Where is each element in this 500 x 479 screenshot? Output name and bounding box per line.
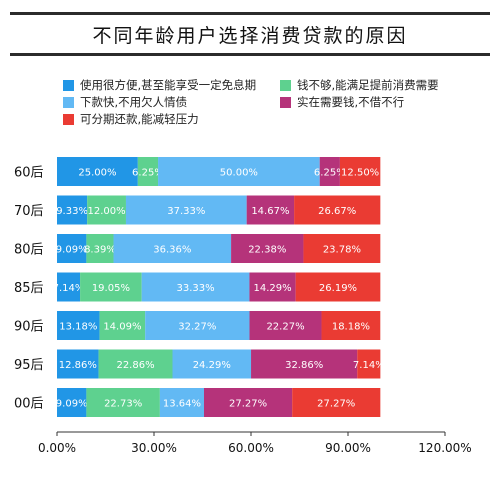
bar-segment — [319, 157, 340, 186]
data-label: 6.25% — [314, 168, 346, 179]
data-label: 26.67% — [318, 206, 356, 217]
bar-segment — [172, 349, 252, 379]
legend-label: 实在需要钱,不借不行 — [297, 95, 404, 109]
data-label: 12.86% — [59, 360, 97, 371]
chart-title: 不同年龄用户选择消费贷款的原因 — [92, 24, 408, 47]
bar-segment — [295, 272, 381, 302]
data-label: 33.33% — [176, 283, 214, 294]
bar-segment — [246, 195, 295, 225]
bar-segment — [57, 157, 138, 186]
data-label: 18.18% — [332, 322, 370, 333]
data-label: 22.86% — [116, 360, 154, 371]
bar-segment — [357, 349, 381, 379]
bar-segment — [251, 349, 358, 379]
bar-segment — [231, 234, 304, 263]
data-label: 9.33% — [56, 206, 88, 217]
data-label: 37.33% — [167, 206, 205, 217]
bar-segment — [158, 157, 320, 186]
data-label: 32.86% — [285, 360, 323, 371]
legend-swatch — [63, 97, 74, 108]
data-label: 27.27% — [229, 399, 267, 410]
x-tick-label: 60.00% — [228, 441, 274, 455]
bar-segment — [294, 195, 381, 225]
bar-segment — [303, 234, 381, 263]
legend-label: 可分期还款,能减轻压力 — [80, 112, 199, 126]
data-label: 22.73% — [104, 399, 142, 410]
bar-segment — [145, 311, 250, 340]
bar-segment — [339, 157, 381, 186]
data-label: 13.18% — [59, 322, 97, 333]
data-label: 7.14% — [353, 360, 385, 371]
category-label: 70后 — [14, 204, 44, 219]
bar-segment — [249, 272, 296, 302]
x-tick-label: 0.00% — [38, 441, 76, 455]
data-label: 12.50% — [341, 168, 379, 179]
bar-segment — [57, 311, 100, 340]
axes: 0.00% 30.00% 60.00% 90.00% 120.00% — [38, 431, 472, 455]
x-tick-label: 90.00% — [325, 441, 371, 455]
chart-title-bar: 不同年龄用户选择消费贷款的原因 — [10, 12, 490, 56]
bar-segment — [86, 388, 160, 417]
category-label: 60后 — [14, 166, 44, 181]
bar-segment — [57, 195, 88, 225]
x-tick-label: 30.00% — [131, 441, 177, 455]
data-label: 50.00% — [220, 168, 258, 179]
data-label: 14.09% — [103, 322, 141, 333]
bar-segment — [57, 349, 99, 379]
data-label: 23.78% — [323, 245, 361, 256]
category-label: 80后 — [14, 243, 44, 258]
bar-segment — [125, 195, 247, 225]
legend-swatch — [63, 80, 74, 91]
category-label: 90后 — [14, 320, 44, 335]
data-label: 6.25% — [132, 168, 164, 179]
bar-segment — [141, 272, 250, 302]
legend-label: 下款快,不用欠人情债 — [80, 95, 187, 109]
x-tick-label: 120.00% — [418, 441, 471, 455]
category-label: 00后 — [14, 397, 44, 412]
data-label: 26.19% — [319, 283, 357, 294]
data-label: 24.29% — [193, 360, 231, 371]
data-label: 8.39% — [84, 245, 116, 256]
data-label: 36.36% — [153, 245, 191, 256]
bar-segment — [98, 349, 173, 379]
bar-segment — [203, 388, 293, 417]
bar-segment — [159, 388, 204, 417]
bar-segment — [57, 388, 87, 417]
data-label: 22.27% — [266, 322, 304, 333]
data-label: 25.00% — [78, 168, 116, 179]
data-label: 14.29% — [253, 283, 291, 294]
data-label: 7.14% — [53, 283, 85, 294]
data-label: 32.27% — [178, 322, 216, 333]
legend-swatch — [280, 97, 291, 108]
bar-segment — [87, 195, 126, 225]
legend-swatch — [280, 80, 291, 91]
bar-segment — [292, 388, 381, 417]
data-label: 9.09% — [56, 399, 88, 410]
legend-label: 钱不够,能满足提前消费需要 — [297, 78, 439, 92]
data-label: 12.00% — [87, 206, 125, 217]
category-label: 95后 — [14, 358, 44, 373]
data-label: 22.38% — [248, 245, 286, 256]
category-label: 85后 — [14, 281, 44, 296]
data-label: 19.05% — [92, 283, 130, 294]
data-label: 13.64% — [163, 399, 201, 410]
data-label: 14.67% — [251, 206, 289, 217]
data-label: 9.09% — [56, 245, 88, 256]
bar-segment — [99, 311, 146, 340]
legend-label: 使用很方便,甚至能享受一定免息期 — [80, 78, 256, 92]
bar-segment — [57, 234, 87, 263]
data-label: 27.27% — [317, 399, 355, 410]
bar-segment — [80, 272, 142, 302]
bar-segment — [137, 157, 159, 186]
bars: 60后 25.00% 6.25% 50.00% 6.25%12.50%70后 9.33% 1… — [14, 157, 385, 417]
legend-swatch — [63, 114, 74, 125]
bar-segment — [57, 272, 81, 302]
bar-segment — [86, 234, 114, 263]
bar-segment — [249, 311, 322, 340]
bar-segment — [113, 234, 232, 263]
bar-segment — [321, 311, 381, 340]
